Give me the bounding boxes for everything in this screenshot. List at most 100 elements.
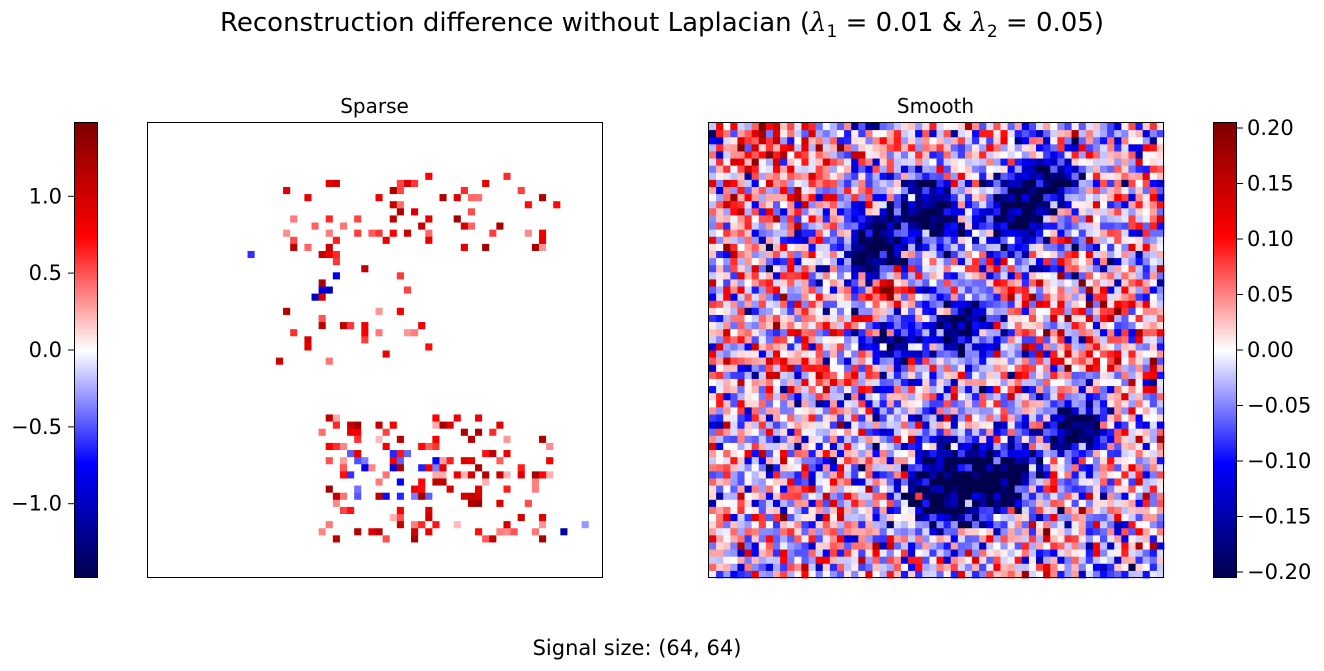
sparse-cell [304, 386, 312, 394]
smooth-cell [858, 201, 866, 209]
sparse-cell [496, 272, 504, 280]
sparse-cell [354, 514, 362, 522]
sparse-cell [304, 450, 312, 458]
sparse-cell [595, 286, 604, 294]
sparse-cell [510, 549, 519, 558]
smooth-cell [915, 179, 923, 188]
smooth-cell [1036, 215, 1044, 223]
smooth-cell [1057, 123, 1065, 131]
sparse-cell [503, 400, 511, 408]
smooth-cell [929, 144, 937, 152]
sparse-cell [539, 457, 547, 465]
sparse-cell [361, 378, 369, 387]
sparse-cell [588, 307, 597, 316]
sparse-cell [595, 549, 604, 558]
sparse-cell [211, 421, 220, 430]
sparse-cell [368, 165, 376, 174]
sparse-cell [595, 329, 604, 337]
sparse-cell [560, 158, 568, 167]
sparse-cell [403, 386, 412, 394]
sparse-cell [283, 407, 291, 415]
smooth-cell [1121, 186, 1129, 195]
sparse-cell [339, 201, 348, 209]
smooth-cell [808, 186, 816, 195]
sparse-cell [368, 286, 376, 294]
sparse-cell [560, 137, 568, 145]
sparse-cell [439, 457, 447, 465]
sparse-cell [347, 421, 355, 430]
sparse-cell [396, 336, 405, 344]
sparse-cell [595, 265, 604, 273]
sparse-cell [162, 442, 170, 451]
smooth-cell [879, 208, 888, 216]
sparse-cell [283, 300, 291, 309]
sparse-cell [148, 556, 156, 565]
sparse-cell [503, 236, 511, 245]
sparse-cell [453, 137, 462, 145]
sparse-cell [247, 563, 255, 572]
sparse-cell [567, 186, 575, 195]
smooth-cell [836, 151, 845, 159]
sparse-cell [339, 556, 348, 565]
smooth-cell [815, 130, 824, 138]
sparse-cell [446, 421, 455, 430]
smooth-cell [772, 172, 781, 181]
sparse-cell [503, 499, 511, 508]
sparse-cell [254, 393, 263, 401]
sparse-cell [155, 464, 163, 472]
sparse-cell [418, 485, 426, 494]
sparse-cell [197, 236, 206, 245]
smooth-cell [1078, 208, 1087, 216]
smooth-cell [929, 201, 937, 209]
sparse-cell [354, 336, 362, 344]
sparse-cell [162, 506, 170, 515]
smooth-cell [1128, 179, 1136, 188]
sparse-cell [240, 542, 248, 550]
sparse-cell [453, 343, 462, 351]
sparse-cell [595, 293, 604, 302]
sparse-cell [517, 485, 526, 494]
sparse-cell [418, 393, 426, 401]
sparse-cell [389, 343, 398, 351]
sparse-cell [574, 535, 583, 543]
sparse-cell [446, 386, 455, 394]
smooth-cell [1014, 172, 1023, 181]
sparse-cell [389, 130, 398, 138]
smooth-cell [929, 130, 937, 138]
sparse-cell [531, 286, 540, 294]
sparse-cell [233, 343, 241, 351]
sparse-cell [325, 336, 334, 344]
sparse-cell [183, 144, 192, 152]
smooth-cell [716, 158, 724, 167]
smooth-cell [723, 201, 731, 209]
sparse-cell [482, 428, 490, 437]
sparse-cell [283, 194, 291, 202]
sparse-cell [211, 243, 220, 252]
smooth-cell [1036, 130, 1044, 138]
sparse-cell [418, 151, 426, 159]
sparse-cell [439, 222, 447, 230]
sparse-cell [425, 279, 433, 287]
sparse-cell [169, 421, 177, 430]
sparse-cell [347, 400, 355, 408]
sparse-cell [347, 286, 355, 294]
sparse-cell [467, 556, 476, 565]
sparse-cell [254, 492, 263, 501]
sparse-cell [432, 357, 440, 366]
sparse-cell [325, 130, 334, 138]
sparse-cell [567, 570, 575, 579]
sparse-cell [347, 435, 355, 444]
sparse-cell [489, 179, 497, 188]
sparse-cell [574, 144, 583, 152]
smooth-cell [794, 179, 802, 188]
sparse-cell [560, 570, 568, 579]
sparse-cell [148, 478, 156, 486]
title-lambda2: λ [970, 8, 987, 38]
sparse-cell [432, 272, 440, 280]
sparse-cell [204, 158, 213, 167]
smooth-cell [986, 144, 994, 152]
sparse-cell [475, 485, 483, 494]
smooth-cell [957, 130, 966, 138]
sparse-cell [233, 158, 241, 167]
sparse-cell [496, 293, 504, 302]
